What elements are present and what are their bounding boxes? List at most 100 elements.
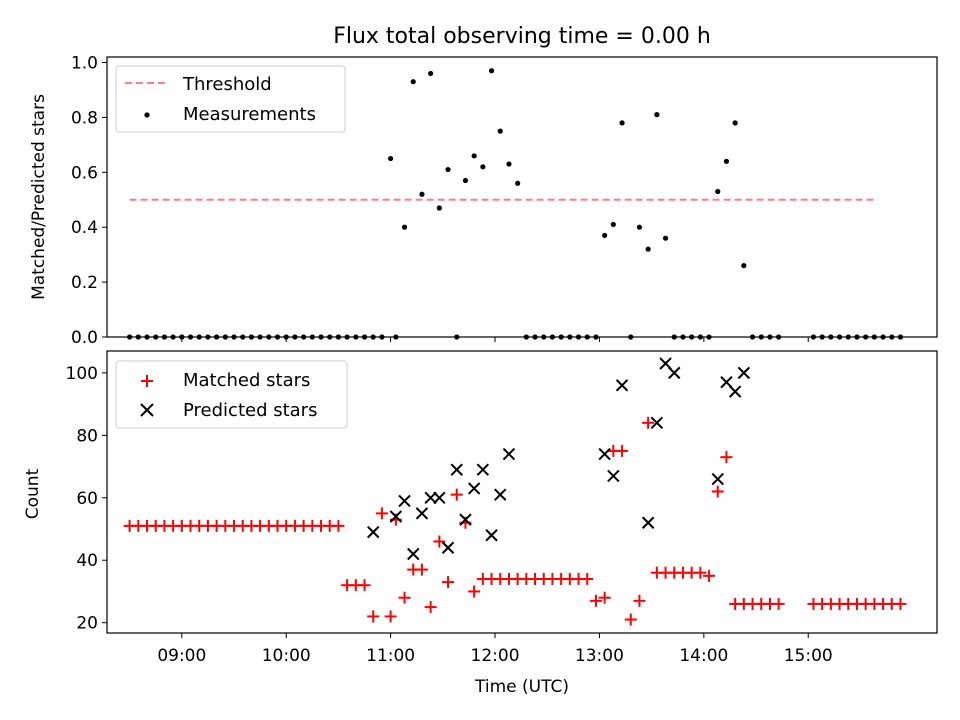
matched-star-point [703,569,716,582]
measurement-point [741,263,747,269]
top-legend: Threshold Measurements [115,65,346,133]
matched-star-point [450,488,463,501]
predicted-star-point [389,510,403,523]
predicted-star-point [737,366,751,380]
predicted-star-mark-b [389,510,403,523]
x-tick-label: 11:00 [366,646,415,666]
measurement-point [715,188,721,195]
bottom-y-tick-label: 20 [76,614,98,634]
matched-star-point [468,585,481,598]
bottom-panel-x-axis: 09:00 10:00 11:00 12:00 13:00 14:00 15:00 [157,633,833,666]
predicted-star-point [433,491,446,504]
predicted-star-mark-b [668,366,681,380]
predicted-star-point [494,488,507,501]
matched-star-point [581,572,594,585]
legend-predicted-swatch [140,403,154,417]
predicted-star-mark-b [450,463,463,476]
legend-predicted-label: Predicted stars [183,400,317,421]
matched-star-point [642,416,655,429]
legend-measurements-swatch [144,112,150,118]
top-panel: 0.0 0.2 0.4 0.6 0.8 1.0 Matched/Predicted sta… [29,53,938,348]
x-axis-label: Time (UTC) [474,677,569,697]
matched-star-point [624,613,637,626]
top-y-tick-label: 0.8 [71,108,98,128]
predicted-star-mark-b [641,516,655,529]
matched-star-point [415,563,428,576]
bottom-legend-box [115,360,348,429]
legend-threshold-label: Threshold [182,74,272,95]
bottom-y-tick-label: 80 [76,426,98,446]
predicted-star-point [476,463,490,476]
predicted-star-point [398,494,411,508]
predicted-star-point [641,516,655,529]
predicted-star-mark-b [415,507,429,520]
matched-star-point [358,579,371,592]
matched-star-point [398,591,411,604]
predicted-star-mark-b [615,379,629,392]
matched-star-point [616,444,629,457]
predicted-star-point [607,469,620,483]
predicted-star-mark-b [737,366,751,380]
measurement-point [462,177,469,184]
predicted-star-point [650,416,664,430]
matched-star-point [384,610,397,623]
predicted-star-mark-b [485,529,498,542]
measurement-point [732,120,738,126]
predicted-star-point [598,447,611,461]
top-panel-y-axis: 0.0 0.2 0.4 0.6 0.8 1.0 [71,53,107,348]
bottom-y-axis-label: Count [23,468,43,519]
predicted-star-mark-b [459,513,472,526]
predicted-star-point [441,541,455,554]
predicted-star-point [450,463,463,476]
bottom-y-tick-label: 100 [66,364,98,384]
predicted-star-point [711,472,724,486]
bottom-panel: 20 40 60 80 100 09:00 10:00 11:00 12:00 13:00 14:… [23,350,938,697]
predicted-star-point [728,385,742,398]
matched-star-point [720,451,733,464]
predicted-star-mark-b [728,385,742,398]
matched-star-point [332,519,345,532]
predicted-star-point [502,447,516,461]
predicted-star-point [467,482,481,495]
bottom-y-tick-label: 40 [76,551,98,571]
predicted-star-mark-b [659,357,672,370]
predicted-star-mark-b [407,547,420,561]
measurement-point [401,224,408,230]
predicted-star-point [407,547,420,561]
measurement-point [471,153,477,159]
predicted-star-mark-b [367,525,380,539]
top-legend-box [115,65,346,133]
measurement-point [610,221,616,228]
matched-star-point [367,610,380,623]
measurement-point [436,205,442,211]
predicted-star-mark-b [598,447,611,461]
bottom-panel-marks [123,357,907,626]
x-tick-label: 09:00 [157,646,206,666]
measurement-point [410,79,416,85]
predicted-star-mark-b [398,494,411,508]
measurement-point [662,235,669,241]
measurement-point [388,155,394,162]
top-y-tick-label: 1.0 [71,53,98,73]
measurement-point [619,120,625,126]
measurement-point [654,112,660,118]
matched-star-point [433,535,446,548]
measurement-point [506,161,512,167]
legend-measurements-label: Measurements [183,104,316,125]
predicted-star-point [668,366,681,380]
x-tick-label: 15:00 [784,646,833,666]
predicted-star-mark-b [476,463,490,476]
bottom-y-tick-label: 60 [76,489,98,509]
x-tick-label: 13:00 [575,646,624,666]
measurement-point [445,166,451,173]
measurement-point [723,158,730,164]
bottom-panel-y-axis: 20 40 60 80 100 [66,364,107,634]
top-panel-x-ticks [181,337,809,342]
top-y-tick-label: 0.6 [71,163,98,183]
legend-matched-label: Matched stars [183,370,310,391]
x-tick-label: 14:00 [679,646,728,666]
matched-star-point [633,594,646,607]
predicted-star-point [459,513,472,526]
matched-star-point [589,594,602,607]
